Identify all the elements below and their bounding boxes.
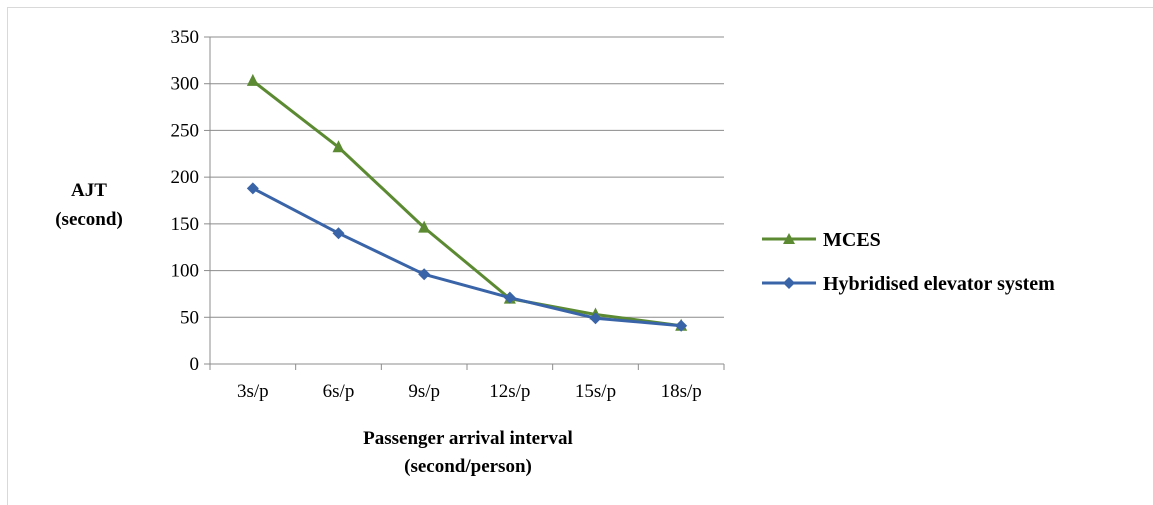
- legend: MCES Hybridised elevator system: [762, 229, 1055, 295]
- series-layer: [246, 73, 688, 332]
- axes: [204, 36, 725, 370]
- y-axis-title-line1: AJT: [71, 180, 107, 201]
- y-axis-title-line2: (second): [55, 209, 123, 230]
- series-mces: [246, 73, 688, 331]
- x-tick-labels: 3s/p 6s/p 9s/p 12s/p 15s/p 18s/p: [237, 381, 702, 402]
- y-tick-labels: 0 50 100 150 200 250 300 350: [171, 27, 200, 375]
- legend-label-hybridised: Hybridised elevator system: [823, 273, 1055, 295]
- point-hybridised-elevator-system-12s/p: [503, 291, 516, 304]
- y-tick-label-350: 350: [171, 27, 200, 48]
- legend-marker-hybridised: [783, 277, 795, 289]
- x-tick-label-12s/p: 12s/p: [489, 381, 530, 402]
- series-line-hybridised-elevator-system: [252, 187, 682, 328]
- point-hybridised-elevator-system-9s/p: [418, 268, 431, 281]
- point-mces-9s/p: [418, 220, 431, 233]
- y-tick-label-50: 50: [180, 307, 199, 328]
- x-axis-title-line2: (second/person): [404, 456, 532, 477]
- chart-frame: [7, 7, 1153, 505]
- point-hybridised-elevator-system-3s/p: [246, 182, 259, 195]
- series-line-mces: [251, 79, 682, 328]
- x-tick-label-18s/p: 18s/p: [661, 381, 702, 402]
- x-axis-title-line1: Passenger arrival interval: [363, 428, 573, 449]
- legend-label-mces: MCES: [823, 229, 881, 251]
- series-hybridised-elevator-system: [246, 182, 688, 332]
- point-hybridised-elevator-system-15s/p: [589, 312, 602, 325]
- legend-marker-mces: [783, 233, 795, 244]
- x-tick-label-3s/p: 3s/p: [237, 381, 269, 402]
- point-mces-6s/p: [332, 140, 345, 153]
- y-tick-label-150: 150: [171, 214, 200, 235]
- y-tick-label-0: 0: [190, 354, 200, 375]
- point-hybridised-elevator-system-18s/p: [675, 319, 688, 332]
- point-mces-3s/p: [246, 73, 259, 86]
- x-tick-label-15s/p: 15s/p: [575, 381, 616, 402]
- y-tick-label-300: 300: [171, 74, 200, 95]
- x-tick-label-6s/p: 6s/p: [323, 381, 355, 402]
- y-tick-label-100: 100: [171, 261, 200, 282]
- y-tick-label-200: 200: [171, 167, 200, 188]
- y-tick-label-250: 250: [171, 120, 200, 141]
- point-hybridised-elevator-system-6s/p: [332, 227, 345, 240]
- x-tick-label-9s/p: 9s/p: [408, 381, 440, 402]
- gridlines: [210, 36, 724, 318]
